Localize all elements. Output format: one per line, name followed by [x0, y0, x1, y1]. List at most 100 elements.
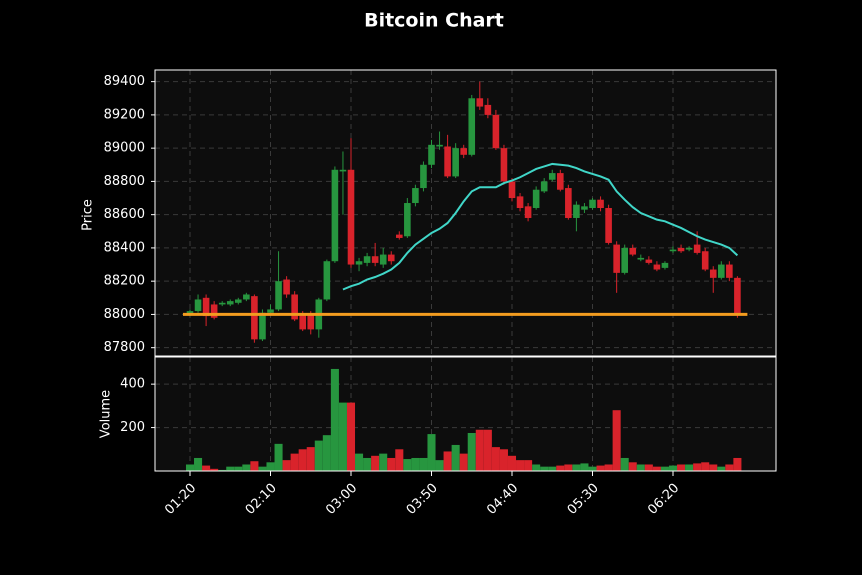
candle-body — [484, 104, 492, 115]
volume-bar — [363, 457, 372, 471]
candle-body — [557, 173, 564, 190]
volume-bar — [355, 453, 364, 471]
volume-bar — [258, 466, 267, 471]
candle-body — [524, 206, 532, 218]
candle-body — [243, 294, 250, 300]
candle-body — [363, 256, 371, 263]
candle-body — [404, 203, 411, 237]
candle-body — [291, 294, 298, 320]
volume-bar — [652, 466, 661, 471]
volume-bar — [660, 466, 669, 471]
volume-bar — [717, 466, 726, 471]
volume-bar — [218, 469, 227, 471]
volume-bar — [338, 402, 347, 471]
volume-bar — [532, 464, 541, 471]
volume-bar — [564, 464, 573, 471]
candle-body — [259, 312, 266, 340]
volume-bar — [274, 443, 283, 471]
candle-body — [267, 309, 274, 313]
candle-body — [685, 247, 693, 250]
candle-body — [565, 188, 572, 218]
candle-body — [734, 277, 741, 315]
candle-body — [379, 254, 387, 265]
volume-bar — [266, 462, 275, 471]
price-frame — [154, 69, 777, 357]
y-tick-label: 89000 — [104, 141, 145, 156]
volume-bar — [210, 468, 219, 471]
candle-body — [339, 169, 347, 172]
candle-body — [323, 261, 331, 300]
y-tick-label: 89400 — [104, 74, 145, 89]
y-axis-label: Price — [81, 199, 96, 231]
candle-body — [355, 261, 363, 265]
volume-bar — [346, 402, 356, 471]
volume-bar — [668, 465, 678, 471]
y-axis-label: Volume — [99, 390, 114, 438]
volume-bar — [467, 433, 476, 471]
candle-body — [420, 164, 427, 189]
volume-bar — [475, 429, 484, 471]
candle-body — [516, 196, 524, 209]
candle-body — [669, 249, 677, 252]
volume-bar — [282, 460, 291, 471]
candle-body — [573, 204, 580, 218]
candle-body — [371, 256, 379, 263]
volume-bar — [419, 457, 428, 471]
candle-body — [605, 208, 612, 243]
candle-body — [597, 199, 604, 209]
volume-bar — [202, 465, 211, 471]
candle-body — [613, 244, 620, 273]
candle-body — [218, 302, 226, 305]
candle-body — [387, 254, 395, 262]
volume-bar — [298, 449, 307, 471]
candle-body — [581, 206, 588, 210]
volume-bar — [725, 464, 734, 471]
candle-body — [460, 148, 467, 155]
candle-body — [661, 262, 669, 268]
candle-body — [210, 304, 218, 318]
candle-body — [548, 173, 556, 180]
volume-bar — [604, 464, 613, 471]
volume-bar — [250, 461, 259, 471]
y-tick-label: 88600 — [104, 207, 145, 222]
candle-body — [637, 257, 645, 260]
y-tick-label: 89200 — [104, 107, 145, 122]
candle-body — [492, 114, 500, 149]
volume-bar — [596, 465, 605, 471]
volume-bar — [322, 435, 331, 471]
volume-bar — [693, 463, 702, 471]
volume-bar — [459, 453, 468, 471]
candle-body — [396, 234, 403, 238]
moving-average-line — [342, 162, 739, 291]
candle-body — [726, 264, 733, 278]
volume-bar — [451, 444, 460, 471]
volume-bar — [427, 434, 436, 471]
volume-bar — [628, 462, 637, 471]
y-tick-label: 87800 — [104, 340, 145, 355]
volume-bar — [226, 466, 235, 471]
candle-body — [709, 269, 717, 278]
volume-bar — [371, 455, 380, 471]
volume-bar — [677, 464, 686, 471]
candle-body — [347, 169, 355, 265]
candle-body — [508, 181, 516, 199]
y-tick-label: 88000 — [104, 307, 145, 322]
candle-body — [428, 144, 435, 165]
volume-bar — [395, 449, 404, 471]
volume-bar — [290, 453, 299, 471]
candle-body — [452, 148, 459, 177]
volume-bar — [306, 447, 315, 471]
candle-body — [275, 281, 282, 310]
candle-body — [653, 264, 661, 270]
candle-body — [629, 247, 637, 255]
volume-bar — [636, 464, 645, 471]
candle-body — [436, 144, 443, 147]
volume-bar — [524, 460, 533, 471]
volume-bar — [556, 465, 565, 471]
volume-bar — [242, 464, 251, 471]
candle-body — [186, 311, 194, 315]
candle-body — [540, 181, 548, 192]
volume-bar — [185, 464, 195, 471]
candle-body — [589, 199, 596, 209]
